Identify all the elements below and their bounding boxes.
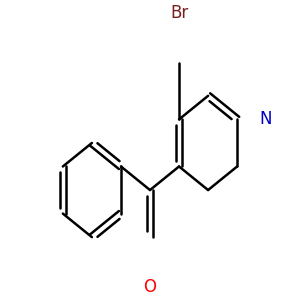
Text: N: N: [259, 110, 272, 128]
Text: O: O: [143, 278, 157, 296]
Text: Br: Br: [170, 4, 188, 22]
